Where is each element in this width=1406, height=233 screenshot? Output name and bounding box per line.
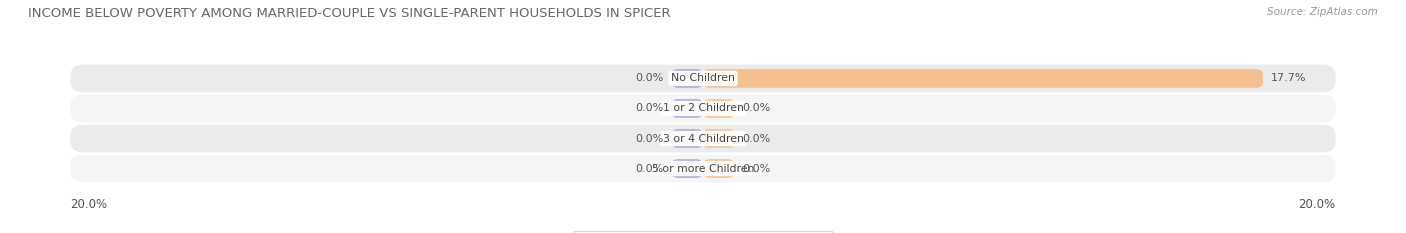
Text: 0.0%: 0.0% (636, 164, 664, 174)
Text: 5 or more Children: 5 or more Children (652, 164, 754, 174)
FancyBboxPatch shape (672, 159, 703, 178)
Text: INCOME BELOW POVERTY AMONG MARRIED-COUPLE VS SINGLE-PARENT HOUSEHOLDS IN SPICER: INCOME BELOW POVERTY AMONG MARRIED-COUPL… (28, 7, 671, 20)
Text: 0.0%: 0.0% (742, 134, 770, 144)
Text: Source: ZipAtlas.com: Source: ZipAtlas.com (1267, 7, 1378, 17)
Text: 20.0%: 20.0% (70, 198, 107, 211)
Text: 0.0%: 0.0% (636, 103, 664, 113)
Legend: Married Couples, Single Parents: Married Couples, Single Parents (572, 231, 834, 233)
Text: 0.0%: 0.0% (636, 73, 664, 83)
Text: 0.0%: 0.0% (636, 134, 664, 144)
FancyBboxPatch shape (70, 155, 1336, 182)
FancyBboxPatch shape (672, 69, 703, 88)
Text: 3 or 4 Children: 3 or 4 Children (662, 134, 744, 144)
FancyBboxPatch shape (70, 95, 1336, 122)
Text: 0.0%: 0.0% (742, 164, 770, 174)
Text: 17.7%: 17.7% (1271, 73, 1306, 83)
FancyBboxPatch shape (703, 69, 1263, 88)
Text: No Children: No Children (671, 73, 735, 83)
FancyBboxPatch shape (70, 125, 1336, 152)
Text: 1 or 2 Children: 1 or 2 Children (662, 103, 744, 113)
FancyBboxPatch shape (672, 99, 703, 118)
Text: 20.0%: 20.0% (1299, 198, 1336, 211)
FancyBboxPatch shape (703, 129, 734, 148)
FancyBboxPatch shape (703, 99, 734, 118)
Text: 0.0%: 0.0% (742, 103, 770, 113)
FancyBboxPatch shape (672, 129, 703, 148)
FancyBboxPatch shape (703, 159, 734, 178)
FancyBboxPatch shape (70, 65, 1336, 92)
